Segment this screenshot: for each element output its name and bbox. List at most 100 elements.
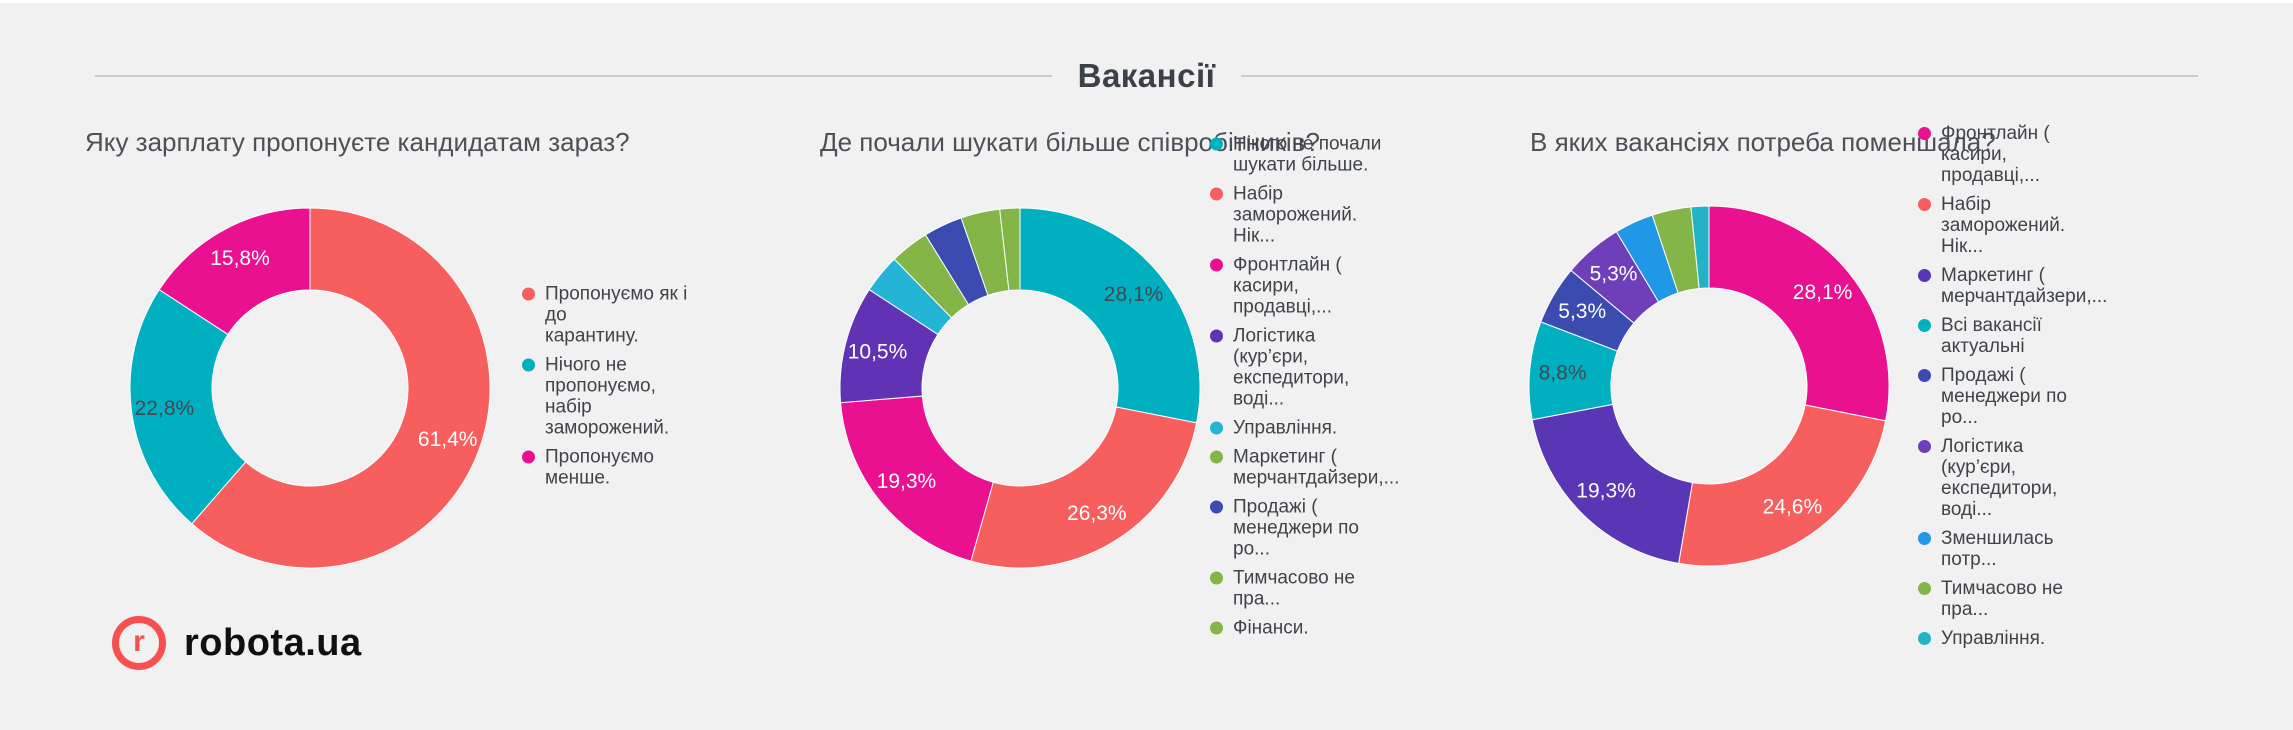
slice-percent-label: 22,8% bbox=[135, 397, 195, 420]
chart-legend: Нікого не почали шукати більше. Набір зам… bbox=[1210, 134, 1399, 647]
legend-item[interactable]: Логістика (кур’єри, експедитори, воді... bbox=[1210, 326, 1388, 410]
legend-item[interactable]: Продажі ( менеджери по ро... bbox=[1918, 365, 2096, 428]
slice-percent-label: 19,3% bbox=[877, 470, 937, 493]
legend-bullet-icon bbox=[1918, 269, 1931, 282]
legend-item-label: Управління. bbox=[1941, 628, 2046, 649]
legend-item-label: Логістика (кур’єри, експедитори, воді... bbox=[1233, 325, 1350, 410]
pie-slice[interactable] bbox=[129, 288, 247, 525]
legend-bullet-icon bbox=[1918, 532, 1931, 545]
legend-bullet-icon bbox=[1918, 198, 1931, 211]
chart-title: Де почали шукати більше співробітників? bbox=[820, 127, 1320, 157]
legend-bullet-icon bbox=[522, 450, 535, 464]
legend-item-label: Нікого не почали шукати більше. bbox=[1233, 133, 1382, 176]
chart-legend: Фронтлайн ( касири, продавці,... Набір за… bbox=[1918, 123, 2107, 657]
legend-item[interactable]: Всі вакансії актуальні bbox=[1918, 315, 2096, 357]
chart-title: Яку зарплату пропонуєте кандидатам зараз… bbox=[85, 127, 630, 157]
header-divider-left bbox=[95, 75, 1052, 77]
chart-hiring-more: Де почали шукати більше співробітників? … bbox=[820, 110, 1528, 700]
legend-bullet-icon bbox=[1210, 258, 1223, 272]
legend-bullet-icon bbox=[522, 358, 535, 372]
legend-item[interactable]: Набір заморожений. Нік... bbox=[1210, 184, 1388, 247]
donut-chart-area: 28,1% 24,6% 19,3% 8,8% 5,3% 5,3% bbox=[1524, 201, 1894, 571]
legend-item[interactable]: Продажі ( менеджери по ро... bbox=[1210, 497, 1388, 560]
legend-item[interactable]: Управління. bbox=[1210, 418, 1388, 439]
pie-slice[interactable] bbox=[1708, 205, 1890, 422]
legend-item-label: Фронтлайн ( касири, продавці,... bbox=[1233, 254, 1342, 318]
legend-bullet-icon bbox=[1210, 421, 1223, 435]
legend-item-label: Тимчасово не пра... bbox=[1941, 578, 2063, 620]
legend-item[interactable]: Тимчасово не пра... bbox=[1918, 578, 2096, 620]
legend-item-label: Пропонуємо як і до карантину. bbox=[545, 283, 688, 347]
legend-bullet-icon bbox=[1210, 450, 1223, 464]
legend-item-label: Зменшилась потр... bbox=[1941, 528, 2054, 570]
donut-chart: 28,1% 26,3% 19,3% 10,5% bbox=[839, 207, 1201, 569]
pie-slice[interactable] bbox=[970, 406, 1198, 569]
legend-item[interactable]: Логістика (кур’єри, експедитори, воді... bbox=[1918, 436, 2096, 520]
pie-slice[interactable] bbox=[1678, 404, 1887, 567]
pie-slice[interactable] bbox=[999, 207, 1021, 292]
legend-bullet-icon bbox=[1918, 440, 1931, 453]
legend-item[interactable]: Фронтлайн ( касири, продавці,... bbox=[1210, 255, 1388, 318]
legend-item[interactable]: Нічого не пропонуємо, набір заморожений. bbox=[522, 355, 692, 439]
slice-percent-label: 26,3% bbox=[1067, 502, 1127, 525]
legend-bullet-icon bbox=[1210, 621, 1223, 635]
donut-chart: 28,1% 24,6% 19,3% 8,8% 5,3% 5,3% bbox=[1528, 205, 1890, 567]
legend-item-label: Фронтлайн ( касири, продавці,... bbox=[1941, 123, 2050, 186]
legend-item[interactable]: Зменшилась потр... bbox=[1918, 528, 2096, 570]
legend-bullet-icon bbox=[1210, 187, 1223, 201]
report-header: Вакансії bbox=[95, 57, 2199, 95]
legend-bullet-icon bbox=[1918, 632, 1931, 645]
donut-chart: 61,4% 22,8% 15,8% bbox=[129, 207, 491, 569]
slice-percent-label: 19,3% bbox=[1576, 479, 1636, 502]
pie-slice[interactable] bbox=[1690, 205, 1710, 290]
slice-percent-label: 28,1% bbox=[1793, 281, 1853, 304]
legend-item-label: Управління. bbox=[1233, 417, 1338, 439]
header-divider-right bbox=[1241, 75, 2199, 77]
pie-slice[interactable] bbox=[191, 207, 491, 569]
legend-item[interactable]: Фронтлайн ( касири, продавці,... bbox=[1918, 123, 2096, 186]
slice-percent-label: 8,8% bbox=[1539, 362, 1587, 385]
legend-bullet-icon bbox=[1918, 319, 1931, 332]
logo-letter: r bbox=[133, 624, 145, 658]
legend-item[interactable]: Маркетинг ( мерчантдайзери,... bbox=[1918, 265, 2107, 307]
slice-percent-label: 15,8% bbox=[210, 247, 270, 270]
pie-slice[interactable] bbox=[840, 395, 994, 562]
legend-item[interactable]: Нікого не почали шукати більше. bbox=[1210, 134, 1388, 176]
legend-bullet-icon bbox=[1918, 582, 1931, 595]
legend-item-label: Тимчасово не пра... bbox=[1233, 567, 1355, 610]
chart-demand-decreased: В яких вакансіях потреба поменшала? 28,1… bbox=[1528, 110, 2238, 700]
logo-brand-text: robota.ua bbox=[184, 621, 362, 664]
legend-bullet-icon bbox=[522, 287, 535, 301]
donut-chart-area: 61,4% 22,8% 15,8% bbox=[125, 203, 495, 573]
legend-item-label: Всі вакансії актуальні bbox=[1941, 315, 2042, 357]
legend-item-label: Набір заморожений. Нік... bbox=[1941, 194, 2066, 257]
slice-percent-label: 5,3% bbox=[1590, 263, 1638, 286]
legend-item-label: Маркетинг ( мерчантдайзери,... bbox=[1941, 265, 2108, 307]
pie-slice[interactable] bbox=[158, 207, 311, 336]
pie-slice[interactable] bbox=[1019, 207, 1201, 424]
slice-percent-label: 5,3% bbox=[1558, 300, 1606, 323]
robota-logo: r robota.ua bbox=[112, 616, 362, 670]
legend-item[interactable]: Набір заморожений. Нік... bbox=[1918, 194, 2096, 257]
chart-salary: Яку зарплату пропонуєте кандидатам зараз… bbox=[85, 110, 793, 700]
chart-legend: Пропонуємо як і до карантину. Нічого не п… bbox=[522, 284, 692, 497]
legend-item[interactable]: Фінанси. bbox=[1210, 618, 1388, 639]
slice-percent-label: 24,6% bbox=[1763, 496, 1823, 519]
legend-item-label: Фінанси. bbox=[1233, 617, 1309, 639]
legend-item[interactable]: Маркетинг ( мерчантдайзери,... bbox=[1210, 447, 1399, 489]
slice-percent-label: 61,4% bbox=[418, 428, 478, 451]
legend-bullet-icon bbox=[1918, 369, 1931, 382]
pie-slice[interactable] bbox=[1531, 403, 1694, 564]
legend-item-label: Набір заморожений. Нік... bbox=[1233, 183, 1358, 247]
legend-item[interactable]: Пропонуємо менше. bbox=[522, 447, 692, 489]
legend-item-label: Продажі ( менеджери по ро... bbox=[1941, 365, 2067, 428]
legend-item[interactable]: Пропонуємо як і до карантину. bbox=[522, 284, 692, 347]
legend-bullet-icon bbox=[1210, 571, 1223, 585]
legend-bullet-icon bbox=[1918, 127, 1931, 140]
legend-item[interactable]: Управління. bbox=[1918, 628, 2096, 649]
slice-percent-label: 28,1% bbox=[1104, 283, 1164, 306]
legend-item-label: Продажі ( менеджери по ро... bbox=[1233, 496, 1359, 560]
legend-bullet-icon bbox=[1210, 500, 1223, 514]
legend-item[interactable]: Тимчасово не пра... bbox=[1210, 568, 1388, 610]
legend-item-label: Логістика (кур’єри, експедитори, воді... bbox=[1941, 436, 2058, 520]
